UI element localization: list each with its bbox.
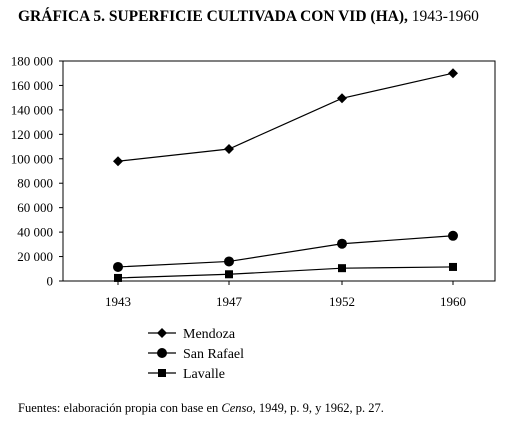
data-point-lavalle [225,270,233,279]
y-tick-label: 180 000 [11,54,53,69]
legend-marker-san-rafael [157,348,167,358]
source-note: Fuentes: elaboración propia con base en … [18,401,384,416]
data-point-san-rafael [337,238,347,249]
chart-title-main: GRÁFICA 5. SUPERFICIE CULTIVADA CON VID … [18,8,408,25]
data-point-lavalle [338,264,346,273]
x-tick-label: 1952 [329,294,355,309]
y-tick-label: 160 000 [11,78,53,93]
y-tick-label: 40 000 [17,225,53,240]
data-point-mendoza [224,144,234,154]
data-point-mendoza [448,68,458,79]
x-tick-label: 1947 [216,294,243,309]
data-point-lavalle [114,273,122,282]
line-chart: 0 20 000 40 000 60 000 80 000 100 000 120 000 1… [11,54,496,382]
data-point-mendoza [337,93,347,104]
legend-label-lavalle: Lavalle [183,367,225,382]
legend-marker-lavalle [158,369,166,377]
y-tick-label: 140 000 [11,102,53,117]
chart-title-years: 1943-1960 [411,8,479,25]
data-point-san-rafael [224,256,234,267]
legend-marker-mendoza [157,328,167,338]
data-point-lavalle [449,262,457,271]
y-tick-label: 20 000 [17,249,53,264]
data-point-san-rafael [448,230,458,241]
series-line-lavalle [117,266,454,279]
plot-frame [62,60,496,282]
legend-label-mendoza: Mendoza [183,327,236,342]
x-tick-label: 1943 [105,294,131,309]
data-point-mendoza [113,156,123,167]
source-italic: Censo [221,401,253,415]
series-line-san-rafael [117,235,454,268]
y-tick-label: 100 000 [11,151,53,166]
legend-label-san-rafael: San Rafael [183,347,244,362]
series-line-mendoza [117,72,454,162]
y-tick-label: 60 000 [17,200,53,215]
y-tick-label: 120 000 [11,127,53,142]
chart-title: GRÁFICA 5. SUPERFICIE CULTIVADA CON VID … [18,8,479,26]
y-tick-label: 80 000 [17,176,53,191]
source-prefix: Fuentes: elaboración propia con base en [18,401,222,415]
source-suffix: , 1949, p. 9, y 1962, p. 27. [252,401,384,415]
data-point-san-rafael [113,261,123,272]
y-tick-label: 0 [47,274,54,289]
x-tick-label: 1960 [440,294,466,309]
